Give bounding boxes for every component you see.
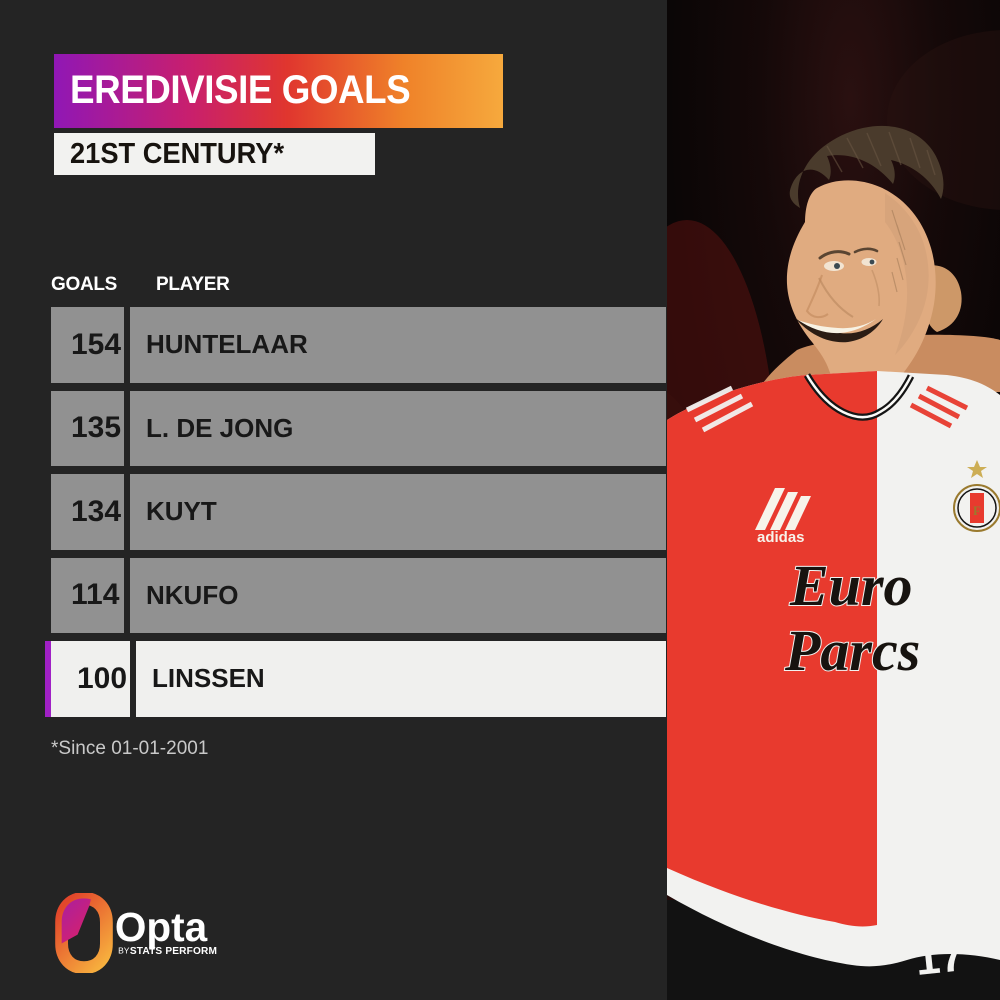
svg-text:adidas: adidas — [757, 529, 805, 546]
svg-text:Opta: Opta — [115, 904, 208, 950]
svg-text:F: F — [973, 503, 981, 518]
svg-text:BY: BY — [118, 945, 130, 955]
svg-text:STATS PERFORM: STATS PERFORM — [130, 946, 217, 957]
svg-text:17: 17 — [913, 931, 967, 985]
svg-text:Parcs: Parcs — [784, 618, 920, 683]
svg-text:Euro: Euro — [789, 553, 913, 618]
